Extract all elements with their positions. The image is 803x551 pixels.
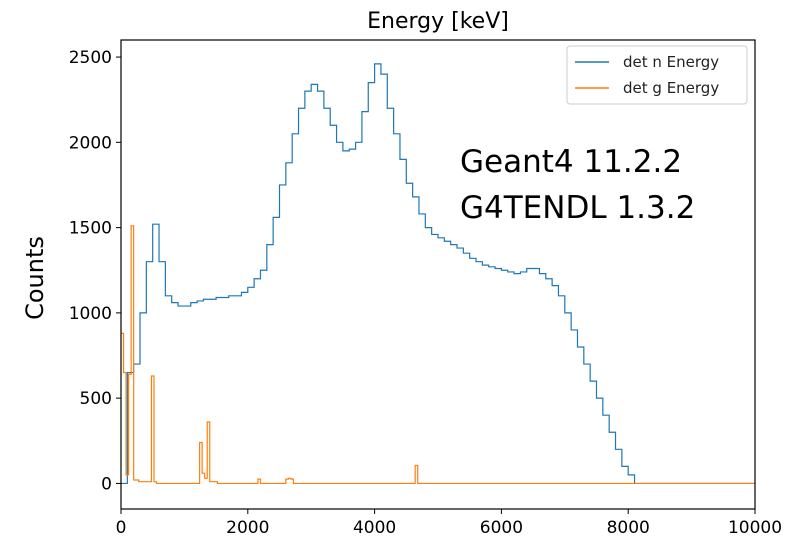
- x-tick-label: 8000: [607, 518, 650, 538]
- x-tick-label: 4000: [353, 518, 396, 538]
- legend-label-det-n: det n Energy: [623, 53, 719, 71]
- x-tick-label: 6000: [480, 518, 523, 538]
- y-tick-label: 500: [80, 389, 112, 409]
- legend: det n Energy det g Energy: [566, 45, 748, 105]
- x-tick-label: 0: [116, 518, 127, 538]
- series-line-0: [121, 63, 755, 485]
- series-line-1: [121, 225, 755, 485]
- legend-box: [566, 45, 748, 105]
- x-tick-label: 10000: [728, 518, 782, 538]
- plot-frame: [120, 39, 756, 510]
- y-tick-label: 2500: [69, 48, 112, 68]
- y-tick-label: 0: [101, 474, 112, 494]
- chart-title: Energy [keV]: [367, 9, 509, 34]
- annotation-geant4: Geant4 11.2.2: [460, 144, 682, 180]
- y-tick-label: 1500: [69, 219, 112, 239]
- legend-label-det-g: det g Energy: [623, 79, 719, 97]
- y-axis-label: Counts: [21, 236, 49, 320]
- y-tick-label: 2000: [69, 133, 112, 153]
- annotation-g4tendl: G4TENDL 1.3.2: [460, 190, 695, 226]
- x-tick-label: 2000: [226, 518, 269, 538]
- y-tick-label: 1000: [69, 304, 112, 324]
